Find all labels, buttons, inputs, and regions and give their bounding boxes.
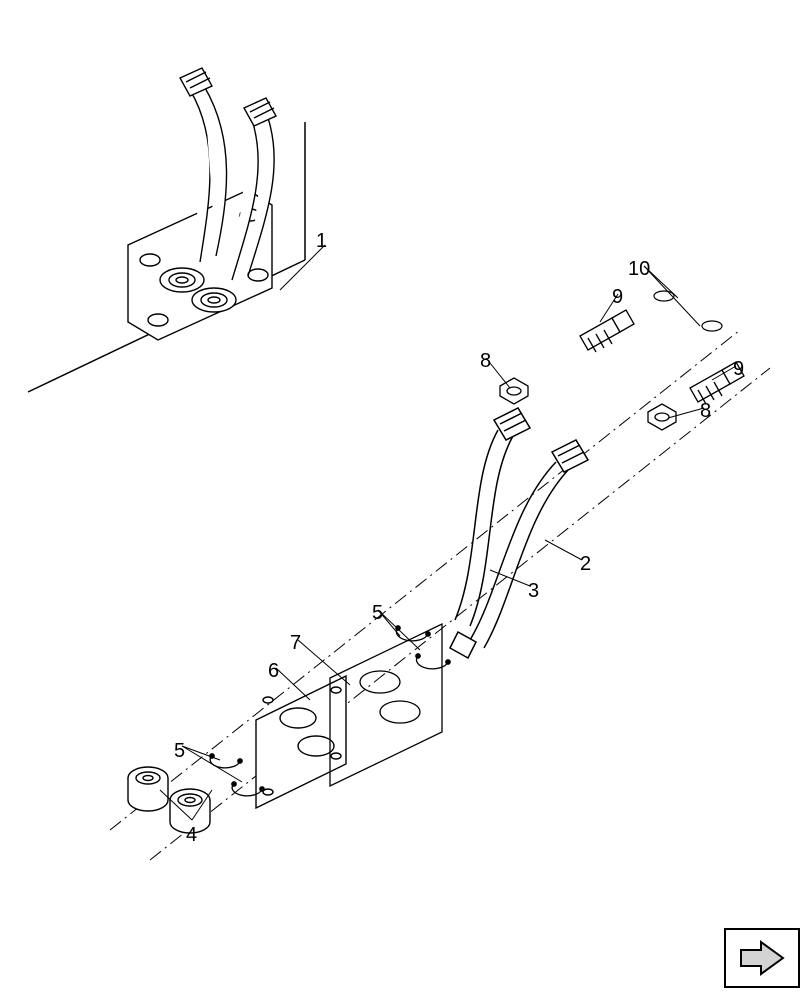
callout-8b: 8 — [700, 400, 711, 423]
callout-9b: 9 — [733, 358, 744, 381]
callout-9a: 9 — [612, 286, 623, 309]
callout-1: 1 — [316, 230, 327, 253]
callout-6: 6 — [268, 660, 279, 683]
callout-5a: 5 — [372, 602, 383, 625]
callout-3: 3 — [528, 580, 539, 603]
callout-5b: 5 — [174, 740, 185, 763]
parts-diagram — [0, 0, 812, 1000]
part-10-oring — [654, 291, 722, 331]
part-4-coupler — [128, 767, 210, 833]
callout-7: 7 — [290, 632, 301, 655]
callout-4: 4 — [186, 824, 197, 847]
part-7-gasket — [330, 624, 442, 786]
callout-8a: 8 — [480, 350, 491, 373]
callout-10: 10 — [628, 258, 650, 281]
assembly-1 — [128, 68, 276, 340]
nav-next-button[interactable] — [724, 928, 800, 988]
arrow-right-icon — [735, 938, 789, 978]
part-9-fitting — [580, 310, 744, 404]
leader-lines — [160, 245, 736, 820]
part-6-plate — [256, 676, 346, 808]
callout-2: 2 — [580, 553, 591, 576]
part-2-hose — [455, 408, 530, 626]
